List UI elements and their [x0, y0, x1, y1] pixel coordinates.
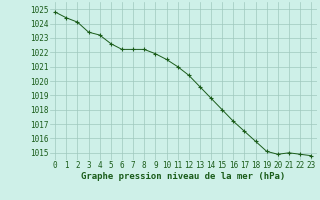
X-axis label: Graphe pression niveau de la mer (hPa): Graphe pression niveau de la mer (hPa): [81, 172, 285, 181]
